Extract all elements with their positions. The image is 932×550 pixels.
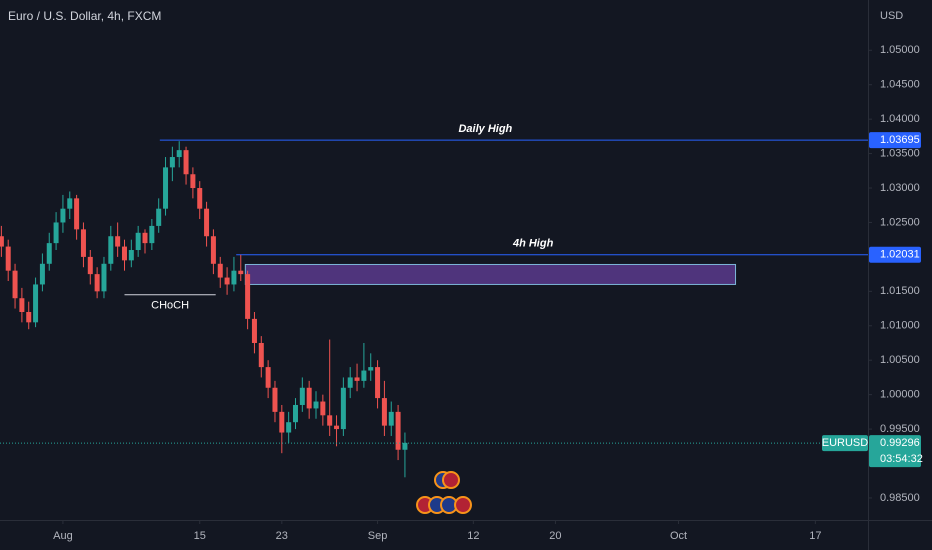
x-tick-label: 20 [549,530,561,542]
candle-body [292,404,298,423]
y-tick-label: 1.03500 [880,147,920,159]
candle-body [183,150,189,175]
candle-body [101,263,107,292]
choch-label: CHoCH [151,300,189,312]
candle-body [272,387,278,412]
candle-body [306,387,312,409]
candle-body [5,246,11,271]
level-price-label: 1.02031 [880,249,920,261]
candle-body [251,318,257,343]
level-label: Daily High [458,123,512,135]
candle-body [121,246,127,261]
candle-body [149,225,155,244]
candle-body [334,425,340,430]
level-price-tag [869,246,921,263]
candle-body [94,274,100,292]
chart-title: Euro / U.S. Dollar, 4h, FXCM [8,9,161,23]
candle-body [80,229,86,257]
candle-body [39,263,45,285]
candle-body [361,370,367,381]
candle-body [74,198,80,230]
candle-body [60,208,66,223]
candle-body [368,367,374,371]
y-tick-label: 1.04500 [880,79,920,91]
y-tick-label: 1.04000 [880,113,920,125]
y-tick-label: 1.01000 [880,320,920,332]
event-icons [416,471,472,514]
candle-body [231,270,237,285]
candle-body [320,401,326,416]
candle-body [210,236,216,264]
candle-body [279,411,285,433]
y-tick-label: 1.00500 [880,354,920,366]
candle-body [0,236,4,247]
candle-body [204,208,210,237]
candle-body [46,243,52,264]
candle-body [197,188,203,209]
candle-body [238,270,244,275]
x-tick-label: 15 [194,530,206,542]
candle-body [224,277,230,285]
countdown-label: 03:54:32 [880,453,923,465]
symbol-tag [822,435,868,452]
candle-body [67,198,73,209]
candle-body [340,387,346,430]
symbol-label: EURUSD [822,437,869,449]
y-tick-label: 1.00000 [880,389,920,401]
candle-body [217,263,223,278]
candle-body [156,208,162,226]
candle-body [354,377,360,381]
candle-body [313,401,319,409]
candle-body [402,442,408,450]
x-tick-label: 12 [467,530,479,542]
candle-body [108,236,114,264]
candle-body [395,411,401,450]
candle-body [265,367,271,388]
last-price-tag [869,435,921,468]
y-tick-label: 0.98500 [880,492,920,504]
candle-body [169,157,175,168]
currency-label: USD [880,10,903,22]
candle-body [19,298,25,312]
candle-body [87,256,93,275]
candle-body [190,174,196,189]
level-price-label: 1.03695 [880,134,920,146]
x-tick-label: 23 [276,530,288,542]
x-tick-label: Aug [53,530,73,542]
candle-body [135,232,141,251]
candle-body [12,270,18,299]
candle-body [375,367,381,399]
last-price-label: 0.99296 [880,437,920,449]
candle-body [299,387,305,405]
candle-body [381,398,387,426]
candle-body [26,312,32,323]
candle-body [53,222,59,244]
candle-body [245,274,251,319]
x-tick-label: Oct [670,530,687,542]
candle-body [142,232,148,244]
supply-zone [244,263,737,285]
level-label: 4h High [512,238,554,250]
y-tick-label: 0.99500 [880,423,920,435]
y-tick-label: 1.03000 [880,182,920,194]
candle-body [347,377,353,388]
level-price-tag [869,132,921,149]
candle-body [286,422,292,433]
y-tick-label: 1.05000 [880,44,920,56]
candle-body [115,236,121,247]
candle-body [327,415,333,426]
candle-body [128,250,134,261]
y-tick-label: 1.01500 [880,285,920,297]
x-tick-label: 17 [809,530,821,542]
candle-body [258,342,264,368]
candle-body [33,284,39,323]
candle-body [388,411,394,426]
y-tick-label: 1.02500 [880,216,920,228]
candle-body [163,167,169,209]
x-tick-label: Sep [368,530,388,542]
candle-body [176,150,182,158]
